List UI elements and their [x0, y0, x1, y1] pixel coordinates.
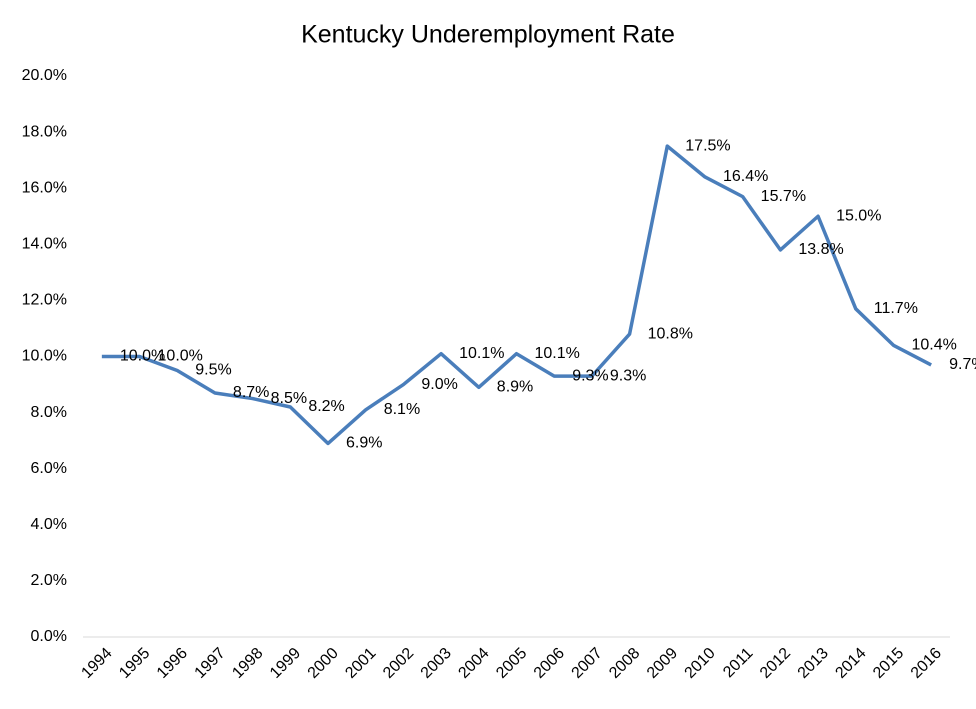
x-tick-label: 2015 [870, 645, 907, 682]
y-tick-label: 20.0% [22, 67, 67, 84]
x-tick-label: 1994 [78, 645, 115, 682]
data-label: 8.2% [308, 398, 344, 415]
data-label: 9.3% [610, 367, 646, 384]
x-tick-label: 1996 [154, 645, 191, 682]
data-label: 8.1% [384, 401, 420, 418]
y-tick-label: 0.0% [31, 628, 67, 645]
data-label: 9.3% [572, 367, 608, 384]
x-tick-label: 2003 [418, 645, 455, 682]
data-label: 9.7% [949, 356, 976, 373]
data-label: 11.7% [874, 300, 918, 317]
x-tick-label: 2005 [493, 645, 530, 682]
x-tick-label: 2012 [757, 645, 794, 682]
data-label: 10.1% [459, 345, 504, 362]
x-tick-label: 2002 [380, 645, 417, 682]
data-label: 10.0% [120, 348, 165, 365]
x-tick-label: 1998 [229, 645, 266, 682]
x-tick-label: 2007 [569, 645, 606, 682]
data-label: 15.0% [836, 207, 881, 224]
x-tick-label: 2001 [342, 645, 379, 682]
x-tick-label: 2010 [682, 645, 719, 682]
x-tick-label: 2004 [455, 645, 492, 682]
x-tick-label: 1999 [267, 645, 304, 682]
data-label: 8.5% [271, 390, 307, 407]
data-label: 10.8% [648, 325, 693, 342]
data-label: 10.4% [911, 336, 956, 353]
y-tick-label: 10.0% [22, 348, 67, 365]
data-label: 17.5% [685, 137, 730, 154]
y-tick-label: 16.0% [22, 179, 67, 196]
chart-title: Kentucky Underemployment Rate [301, 21, 675, 49]
x-tick-label: 2000 [305, 645, 342, 682]
x-tick-label: 1995 [116, 645, 153, 682]
y-tick-label: 12.0% [22, 292, 67, 309]
x-tick-label: 2009 [644, 645, 681, 682]
data-label: 10.0% [158, 348, 203, 365]
y-tick-label: 6.0% [31, 460, 67, 477]
y-tick-label: 18.0% [22, 123, 67, 140]
x-tick-label: 2006 [531, 645, 568, 682]
x-tick-label: 2013 [795, 645, 832, 682]
x-tick-label: 2008 [606, 645, 643, 682]
line [101, 144, 932, 446]
data-label: 16.4% [723, 168, 768, 185]
data-label: 9.0% [421, 376, 457, 393]
y-tick-label: 2.0% [31, 572, 67, 589]
y-tick-label: 4.0% [31, 516, 67, 533]
x-tick-label: 2016 [908, 645, 945, 682]
data-label: 9.5% [195, 362, 231, 379]
data-label: 8.7% [233, 384, 269, 401]
x-tick-label: 2011 [720, 645, 756, 681]
data-label: 8.9% [497, 379, 533, 396]
data-label: 10.1% [535, 345, 580, 362]
data-label: 15.7% [761, 188, 806, 205]
data-label: 13.8% [798, 241, 843, 258]
y-tick-label: 8.0% [31, 404, 67, 421]
data-label: 6.9% [346, 435, 382, 452]
y-tick-label: 14.0% [22, 236, 67, 253]
x-tick-label: 1997 [192, 645, 229, 682]
x-tick-label: 2014 [832, 645, 869, 682]
